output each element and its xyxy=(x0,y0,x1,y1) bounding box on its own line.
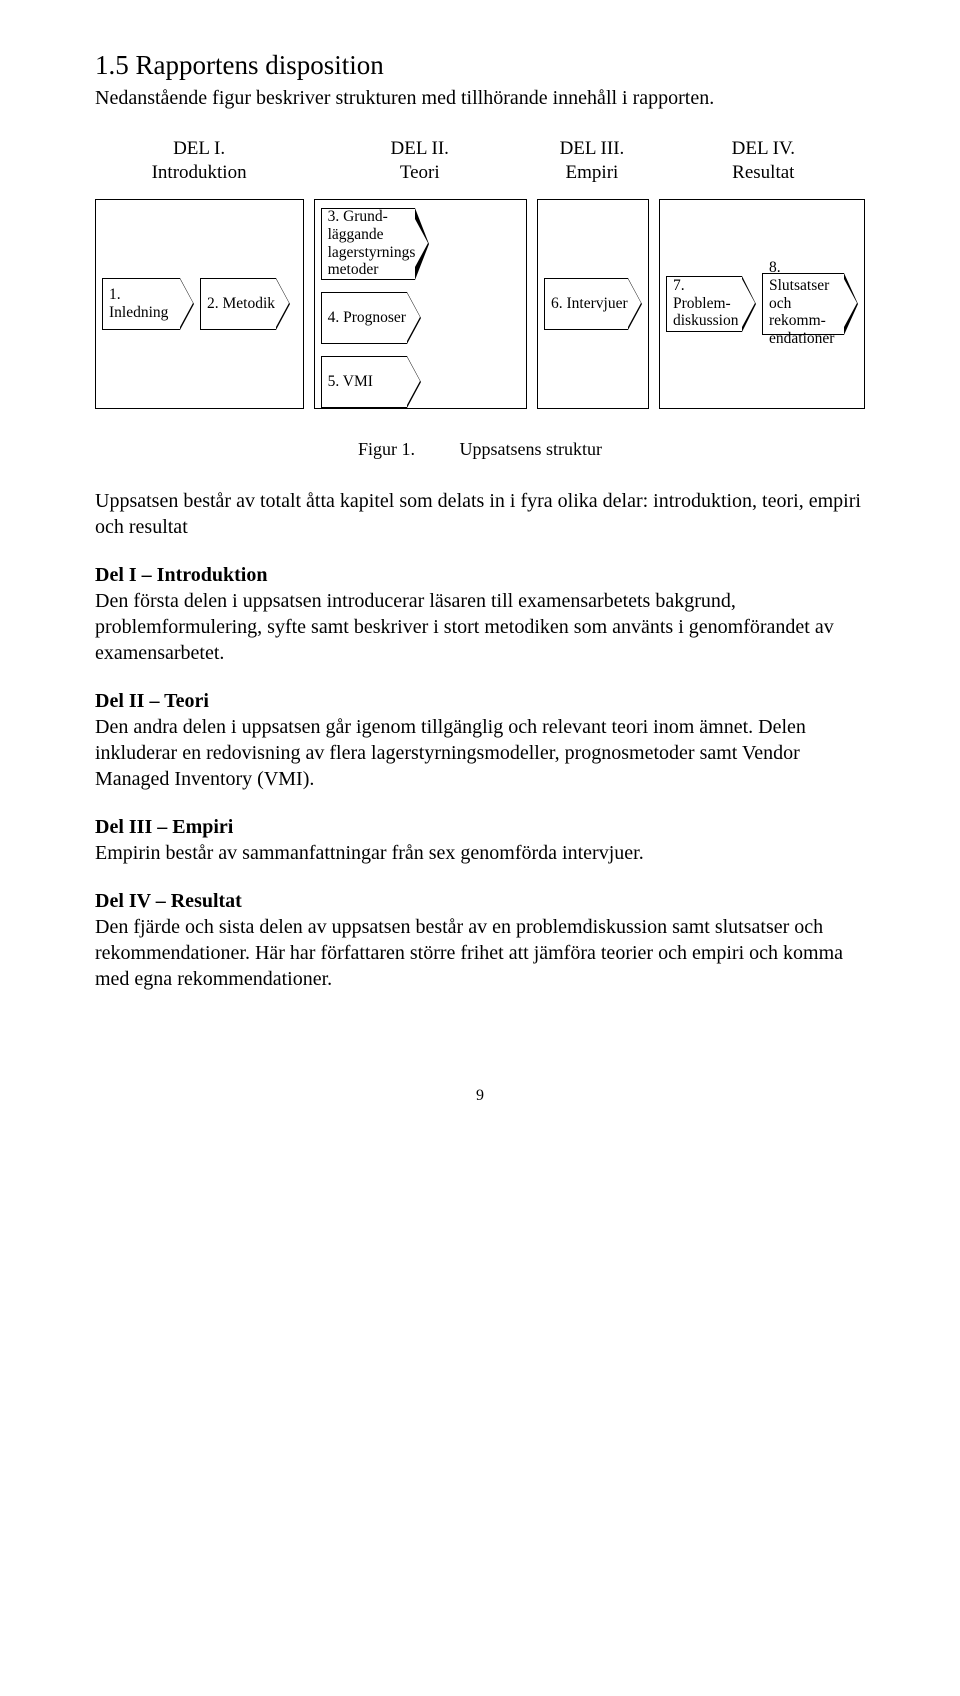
arrow-label-2: 2. Metodik xyxy=(200,278,276,330)
column-headers-row: DEL I. Introduktion DEL II. Teori DEL II… xyxy=(95,137,865,185)
section-1-title: Del I – Introduktion xyxy=(95,564,267,586)
figure-label: Figur 1. xyxy=(358,439,415,459)
section-2-title: Del II – Teori xyxy=(95,690,209,712)
col-header-4-bottom: Resultat xyxy=(732,162,794,183)
arrow-tip-icon xyxy=(180,278,194,330)
arrow-box-1: 1. Inledning xyxy=(102,278,194,330)
arrow-label-8: 8. Slutsatser och rekomm- endationer xyxy=(762,273,844,335)
col-header-2-bottom: Teori xyxy=(400,162,440,183)
arrow-box-2: 2. Metodik xyxy=(200,278,290,330)
section-2-text: Den andra delen i uppsatsen går igenom t… xyxy=(95,716,806,790)
arrow-box-6: 6. Intervjuer xyxy=(544,278,642,330)
section-1: Del I – Introduktion Den första delen i … xyxy=(95,562,865,666)
arrow-tip-icon xyxy=(407,356,421,408)
section-4-text: Den fjärde och sista delen av uppsatsen … xyxy=(95,916,843,990)
section-heading: 1.5 Rapportens disposition xyxy=(95,50,865,81)
arrow-tip-icon xyxy=(407,292,421,344)
arrow-tip-icon xyxy=(844,273,858,335)
intro-paragraph: Nedanstående figur beskriver strukturen … xyxy=(95,85,865,111)
structure-diagram: DEL I. Introduktion DEL II. Teori DEL II… xyxy=(95,137,865,409)
figure-caption-text: Uppsatsens struktur xyxy=(460,439,603,459)
page: 1.5 Rapportens disposition Nedanstående … xyxy=(0,0,960,1145)
col-header-3: DEL III. Empiri xyxy=(536,137,647,185)
col-header-2: DEL II. Teori xyxy=(313,137,526,185)
big-boxes-row: 1. Inledning 2. Metodik 3. Grund- läggan… xyxy=(95,199,865,409)
arrow-label-1: 1. Inledning xyxy=(102,278,180,330)
bigbox-4: 7. Problem- diskussion 8. Slutsatser och… xyxy=(659,199,865,409)
arrow-label-6: 6. Intervjuer xyxy=(544,278,628,330)
col-header-4-top: DEL IV. xyxy=(732,138,795,159)
arrow-tip-icon xyxy=(276,278,290,330)
arrow-label-5: 5. VMI xyxy=(321,356,407,408)
section-4: Del IV – Resultat Den fjärde och sista d… xyxy=(95,888,865,992)
section-4-title: Del IV – Resultat xyxy=(95,890,242,912)
section-3-text: Empirin består av sammanfattningar från … xyxy=(95,842,644,864)
bigbox-3: 6. Intervjuer xyxy=(537,199,649,409)
section-3-title: Del III – Empiri xyxy=(95,816,233,838)
col-header-2-top: DEL II. xyxy=(391,138,449,159)
bigbox-2: 3. Grund- läggande lagerstyrnings- metod… xyxy=(314,199,527,409)
arrow-box-5: 5. VMI xyxy=(321,356,429,408)
col-header-1-top: DEL I. xyxy=(173,138,225,159)
arrow-tip-icon xyxy=(415,208,429,280)
col-header-3-bottom: Empiri xyxy=(566,162,619,183)
arrow-box-7: 7. Problem- diskussion xyxy=(666,276,756,332)
col-header-3-top: DEL III. xyxy=(560,138,625,159)
col-header-1: DEL I. Introduktion xyxy=(95,137,303,185)
arrow-box-3: 3. Grund- läggande lagerstyrnings- metod… xyxy=(321,208,429,280)
page-number: 9 xyxy=(95,1087,865,1105)
arrow-label-4: 4. Prognoser xyxy=(321,292,407,344)
arrow-label-7: 7. Problem- diskussion xyxy=(666,276,742,332)
section-1-text: Den första delen i uppsatsen introducera… xyxy=(95,590,834,664)
section-3: Del III – Empiri Empirin består av samma… xyxy=(95,814,865,866)
arrow-tip-icon xyxy=(742,276,756,332)
arrow-box-8: 8. Slutsatser och rekomm- endationer xyxy=(762,273,858,335)
arrow-label-3: 3. Grund- läggande lagerstyrnings- metod… xyxy=(321,208,415,280)
arrow-tip-icon xyxy=(628,278,642,330)
figure-caption: Figur 1. Uppsatsens struktur xyxy=(95,439,865,460)
col-header-1-bottom: Introduktion xyxy=(152,162,247,183)
paragraph-overview: Uppsatsen består av totalt åtta kapitel … xyxy=(95,488,865,540)
col-header-4: DEL IV. Resultat xyxy=(662,137,865,185)
bigbox-1: 1. Inledning 2. Metodik xyxy=(95,199,304,409)
arrow-box-4: 4. Prognoser xyxy=(321,292,429,344)
section-2: Del II – Teori Den andra delen i uppsats… xyxy=(95,688,865,792)
